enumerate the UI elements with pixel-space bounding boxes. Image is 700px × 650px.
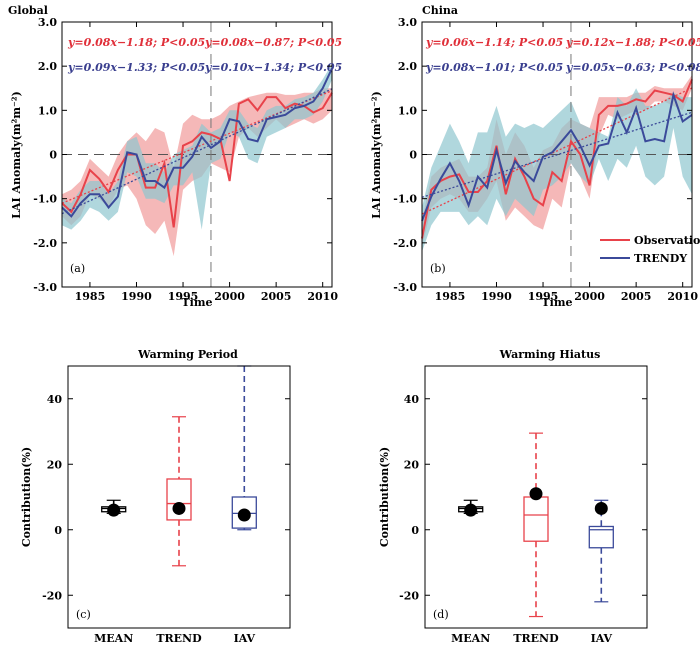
- panel-b-trend-trendy: [421, 111, 693, 198]
- panel-d-title: Warming Hiatus: [499, 348, 601, 361]
- panel-c-category-label: IAV: [234, 632, 256, 645]
- panel-b-ytick-label: 3.0: [398, 16, 417, 29]
- panel-d-ytick-label: 0: [411, 524, 419, 537]
- panel-b-xtick-label: 1995: [528, 290, 559, 303]
- panel-c-category-label: MEAN: [94, 632, 133, 645]
- panel-a-global: Global (a) y=0.08x−1.18; P<0.05 y=0.08x−…: [8, 4, 342, 309]
- panel-c-ytick-label: 0: [54, 524, 62, 537]
- panel-b-xtick-label: 2010: [667, 290, 698, 303]
- panel-a-eq-trendy-after: y=0.10x−1.34; P<0.05: [204, 61, 342, 74]
- panel-b-eq-obs-before: y=0.06x−1.14; P<0.05: [425, 36, 563, 49]
- panel-b-ytick-label: 1.0: [398, 104, 417, 117]
- panel-a-ytick-label: 3.0: [38, 16, 57, 29]
- panel-b-ytick-label: -1.0: [393, 193, 417, 206]
- panel-b-xtick-label: 2005: [621, 290, 652, 303]
- panel-a-trend-observation: [61, 90, 333, 204]
- panel-d-category-label: TREND: [513, 632, 559, 645]
- panel-b-xlabel: Time: [541, 296, 572, 309]
- panel-d-category-label: IAV: [591, 632, 613, 645]
- panel-b-title: China: [422, 4, 458, 17]
- panel-a-xtick-label: 1995: [168, 290, 199, 303]
- panel-c-frame: [67, 365, 291, 629]
- panel-b-ytick-label: -2.0: [393, 237, 417, 250]
- panel-d-mean-dot-iav: [594, 501, 608, 515]
- panel-c-ylabel: Contribution(%): [20, 447, 33, 547]
- panel-b-line-observation: [421, 79, 693, 239]
- panel-d-ytick-label: 20: [404, 458, 420, 471]
- panel-d-category-label: MEAN: [451, 632, 490, 645]
- panel-c-mean-dot-trend: [172, 501, 186, 515]
- panel-a-xtick-label: 2005: [261, 290, 292, 303]
- panel-c-warming-period: Warming Period (c) Contribution(%) MEAN T…: [20, 348, 291, 645]
- panel-d-ytick-label: 40: [404, 393, 420, 406]
- panel-a-title: Global: [8, 4, 48, 17]
- panel-a-line-trendy: [61, 67, 333, 218]
- panel-a-plot-area: [61, 22, 333, 287]
- panel-c-mean-dot-mean: [107, 503, 121, 517]
- panel-b-ylabel: LAI Anomaly(m²m⁻²): [370, 91, 383, 219]
- panel-d-mean-dot-trend: [529, 487, 543, 501]
- panel-a-xtick-label: 2010: [307, 290, 338, 303]
- panel-b-eq-obs-after: y=0.12x−1.88; P<0.05: [565, 36, 700, 49]
- panel-b-ytick-label: 2.0: [398, 60, 417, 73]
- panel-b-band-trendy: [422, 88, 692, 252]
- panel-a-eq-trendy-before: y=0.09x−1.33; P<0.05: [67, 61, 205, 74]
- panel-b-letter: (b): [430, 262, 446, 275]
- panel-b-plot-area: [421, 22, 693, 287]
- panel-c-mean-dot-iav: [237, 508, 251, 522]
- legend-trendy-label: TRENDY: [634, 252, 687, 265]
- panel-d-frame: [424, 365, 648, 629]
- panel-b-trend-observation: [421, 87, 693, 215]
- panel-b-legend: Observation TRENDY: [600, 234, 700, 265]
- panel-b-line-trendy: [421, 91, 693, 222]
- panel-d-box-iav: [588, 525, 614, 549]
- panel-d-mean-dot-mean: [464, 503, 478, 517]
- panel-b-ytick-label: -3.0: [393, 281, 417, 294]
- panel-c-title: Warming Period: [137, 348, 238, 361]
- panel-a-ytick-label: -1.0: [33, 193, 57, 206]
- panel-d-ylabel: Contribution(%): [378, 447, 391, 547]
- panel-b-ytick-label: 0: [409, 149, 417, 162]
- panel-b-eq-trendy-after: y=0.05x−0.63; P<0.08: [565, 61, 700, 74]
- panel-c-ytick-label: -20: [42, 589, 62, 602]
- panel-b-xtick-label: 1985: [435, 290, 466, 303]
- panel-c-ytick-label: 40: [47, 393, 63, 406]
- panel-b-xtick-label: 1990: [481, 290, 512, 303]
- panel-a-ylabel: LAI Anomaly(m²m⁻²): [10, 91, 23, 219]
- panel-a-xtick-label: 2000: [214, 290, 245, 303]
- panel-c-plot-area: [101, 365, 257, 567]
- panel-a-line-observation: [61, 92, 333, 228]
- panel-a-letter: (a): [70, 262, 85, 275]
- panel-b-xtick-label: 2000: [574, 290, 605, 303]
- panel-a-eq-obs-before: y=0.08x−1.18; P<0.05: [67, 36, 205, 49]
- panel-c-category-label: TREND: [156, 632, 202, 645]
- panel-a-ytick-label: -3.0: [33, 281, 57, 294]
- panel-a-ytick-label: 0: [49, 149, 57, 162]
- panel-c-letter: (c): [76, 608, 91, 621]
- panel-a-ytick-label: 1.0: [38, 104, 57, 117]
- panel-a-eq-obs-after: y=0.08x−0.87; P<0.05: [204, 36, 342, 49]
- legend-observation-label: Observation: [634, 234, 700, 247]
- panel-a-ytick-label: -2.0: [33, 237, 57, 250]
- panel-a-xtick-label: 1990: [121, 290, 152, 303]
- panel-d-ytick-label: -20: [399, 589, 419, 602]
- panel-a-ytick-label: 2.0: [38, 60, 57, 73]
- panel-d-plot-area: [458, 432, 614, 618]
- panel-d-warming-hiatus: Warming Hiatus (d) Contribution(%) MEAN T…: [378, 348, 648, 645]
- panel-a-trend-trendy: [61, 88, 333, 215]
- panel-a-xlabel: Time: [181, 296, 212, 309]
- panel-c-ytick-label: 20: [47, 458, 63, 471]
- panel-a-xtick-label: 1985: [75, 290, 106, 303]
- panel-b-eq-trendy-before: y=0.08x−1.01; P<0.05: [425, 61, 563, 74]
- panel-b-china: China (b) y=0.06x−1.14; P<0.05 y=0.12x−1…: [370, 4, 700, 309]
- panel-d-box-trend: [523, 496, 549, 542]
- panel-d-letter: (d): [433, 608, 449, 621]
